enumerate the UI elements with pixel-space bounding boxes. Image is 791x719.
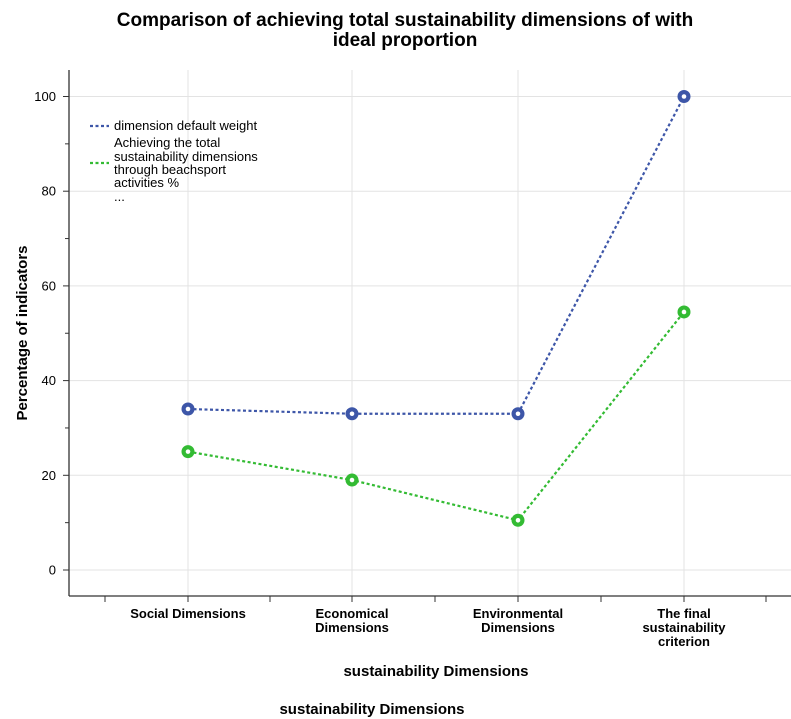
x-category-label: Economical <box>316 606 389 621</box>
x-axis-title: sustainability Dimensions <box>343 663 528 680</box>
y-axis-title: Percentage of indicators <box>14 245 31 420</box>
x-category-label: The final <box>657 606 710 621</box>
legend-label: sustainability dimensions <box>114 149 258 164</box>
data-point-marker-center <box>515 517 521 523</box>
x-category-labels: Social Dimensions EconomicalDimensionsEnv… <box>130 606 726 649</box>
legend-label: activities % <box>114 175 179 190</box>
x-category-label: criterion <box>658 634 710 649</box>
x-category-label: Social Dimensions <box>130 606 246 621</box>
series-line-1 <box>187 95 685 415</box>
chart-title-line: ideal proportion <box>333 30 478 51</box>
data-point-marker-center <box>681 309 687 315</box>
y-tick-labels: 0 20 40 60 80 100 <box>34 89 56 578</box>
y-tick-label: 20 <box>42 468 56 483</box>
grid-lines <box>69 70 791 596</box>
x-axis-title-repeat: sustainability Dimensions <box>279 701 464 718</box>
data-series <box>181 90 691 527</box>
data-point-marker-center <box>349 477 355 483</box>
y-tick-label: 0 <box>49 563 56 578</box>
data-point-marker-center <box>681 94 687 99</box>
legend-label: dimension default weight <box>114 118 257 133</box>
x-category-label: sustainability <box>642 620 726 635</box>
y-tick-label: 60 <box>42 278 56 293</box>
data-point-marker-center <box>515 411 521 417</box>
axes <box>63 70 791 602</box>
legend-label: ... <box>114 189 125 204</box>
data-point-marker-center <box>185 449 191 454</box>
legend-label: Achieving the total <box>114 135 220 150</box>
chart-title-line: Comparison of achieving total sustainabi… <box>117 10 693 31</box>
legend: dimension default weight Achieving the to… <box>90 118 258 204</box>
data-point-marker-center <box>185 406 191 412</box>
chart-title: Comparison of achieving total sustainabi… <box>117 10 693 51</box>
data-point-marker-center <box>349 411 355 417</box>
y-tick-label: 40 <box>42 373 56 388</box>
series-line-2 <box>187 311 685 522</box>
y-tick-label: 100 <box>34 89 56 104</box>
x-category-label: Dimensions <box>481 620 555 635</box>
legend-label: through beachsport <box>114 162 226 177</box>
x-category-label: Dimensions <box>315 620 389 635</box>
y-tick-label: 80 <box>42 184 56 199</box>
x-category-label: Environmental <box>473 606 563 621</box>
